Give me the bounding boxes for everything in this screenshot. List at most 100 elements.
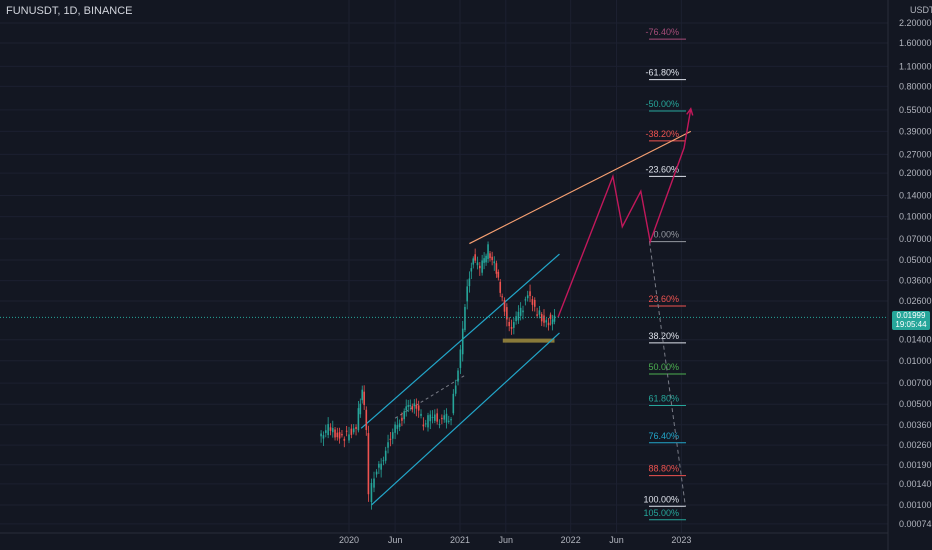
price-axis-label: 0.00360 <box>899 420 932 430</box>
candle-body <box>359 403 362 415</box>
candle-body <box>443 415 446 420</box>
candle-body <box>391 432 394 439</box>
candle-body <box>472 258 475 265</box>
price-axis-label: 0.80000 <box>899 81 932 91</box>
candle-body <box>457 370 459 382</box>
candle-body <box>427 415 429 428</box>
bar-countdown: 19:05:44 <box>895 320 927 329</box>
price-axis-label: 1.60000 <box>899 38 932 48</box>
time-axis-label: Jun <box>609 535 624 545</box>
candle-body <box>324 430 327 433</box>
price-axis-label: 0.20000 <box>899 168 932 178</box>
channel-lower-line <box>371 332 560 506</box>
price-axis-label: 2.20000 <box>899 18 932 28</box>
candle-body <box>510 327 513 329</box>
candle-body <box>533 299 536 307</box>
candle-body <box>382 460 385 462</box>
fib-level-label: -23.60% <box>645 164 679 174</box>
candle-body <box>489 253 491 259</box>
candle-body <box>401 417 403 421</box>
candle-body <box>459 349 462 368</box>
candle-body <box>476 262 479 266</box>
candle-body <box>452 393 455 414</box>
price-axis-label: 0.00074 <box>899 519 932 529</box>
candle-body <box>355 427 357 430</box>
price-axis-label: 0.27000 <box>899 149 932 159</box>
last-price-value: 0.01999 <box>896 311 926 320</box>
projection-path <box>557 108 692 318</box>
candle-body <box>398 423 401 428</box>
price-axis-label: 0.14000 <box>899 191 932 201</box>
price-axis-label: 0.39000 <box>899 126 932 136</box>
fib-level-label: 0.00% <box>653 230 679 240</box>
price-axis-label: 0.00700 <box>899 378 932 388</box>
candle-body <box>517 311 520 321</box>
fib-level-label: 100.00% <box>643 494 679 504</box>
candle-body <box>536 314 538 316</box>
candle-body <box>491 256 493 261</box>
candle-body <box>445 413 448 423</box>
candle-body <box>389 438 392 440</box>
time-axis-label: 2021 <box>450 535 470 545</box>
candle-body <box>320 433 322 437</box>
candle-body <box>343 438 346 441</box>
candle-body <box>434 414 436 421</box>
candle-body <box>370 482 373 502</box>
candle-body <box>322 435 325 439</box>
resistance-trend-line <box>469 130 692 245</box>
time-axis-label: 2020 <box>339 535 359 545</box>
candle-body <box>543 315 545 323</box>
candle-body <box>384 450 387 461</box>
candle-body <box>438 424 441 426</box>
fib-level-label: 105.00% <box>643 508 679 518</box>
candle-body <box>352 428 355 433</box>
candle-body <box>506 307 508 320</box>
candle-body <box>497 271 500 278</box>
price-axis-label: 0.55000 <box>899 105 932 115</box>
fib-level-label: -50.00% <box>645 99 679 109</box>
candle-body <box>549 314 552 319</box>
candle-body <box>524 299 527 301</box>
candle-body <box>526 295 529 299</box>
candle-body <box>422 424 425 427</box>
candle-body <box>415 404 418 409</box>
candle-body <box>378 463 380 468</box>
candle-body <box>450 419 452 421</box>
candle-body <box>357 408 360 431</box>
candle-body <box>553 315 556 322</box>
candle-body <box>431 416 434 418</box>
candle-body <box>348 434 350 441</box>
candle-body <box>429 414 432 422</box>
candle-body <box>466 286 468 302</box>
price-axis-label: 0.01000 <box>899 356 932 366</box>
time-axis-label: Jun <box>388 535 403 545</box>
candle-body <box>493 261 496 264</box>
candle-body <box>396 425 399 429</box>
fib-level-label: 76.40% <box>648 431 679 441</box>
candle-body <box>336 432 339 438</box>
price-axis-label: 0.03600 <box>899 276 932 286</box>
candle-body <box>470 268 473 272</box>
candle-body <box>547 322 550 326</box>
candle-body <box>329 427 332 431</box>
price-axis-unit: USDT <box>910 5 932 15</box>
channel-upper-line <box>360 253 560 429</box>
candle-body <box>545 320 548 323</box>
projection-arrowhead <box>686 107 694 116</box>
candle-body <box>350 428 353 435</box>
price-axis-label: 0.05000 <box>899 255 932 265</box>
candle-body <box>501 296 503 298</box>
inner-dashed-line <box>394 374 467 419</box>
candle-body <box>420 413 422 416</box>
candle-body <box>436 413 438 422</box>
candle-body <box>424 423 427 425</box>
price-axis-label: 0.00500 <box>899 399 932 409</box>
price-axis-label: 0.07000 <box>899 234 932 244</box>
candle-body <box>464 306 466 331</box>
candle-body <box>361 389 364 401</box>
candle-body <box>375 471 378 475</box>
fib-level-label: 23.60% <box>648 294 679 304</box>
candle-body <box>522 310 524 313</box>
